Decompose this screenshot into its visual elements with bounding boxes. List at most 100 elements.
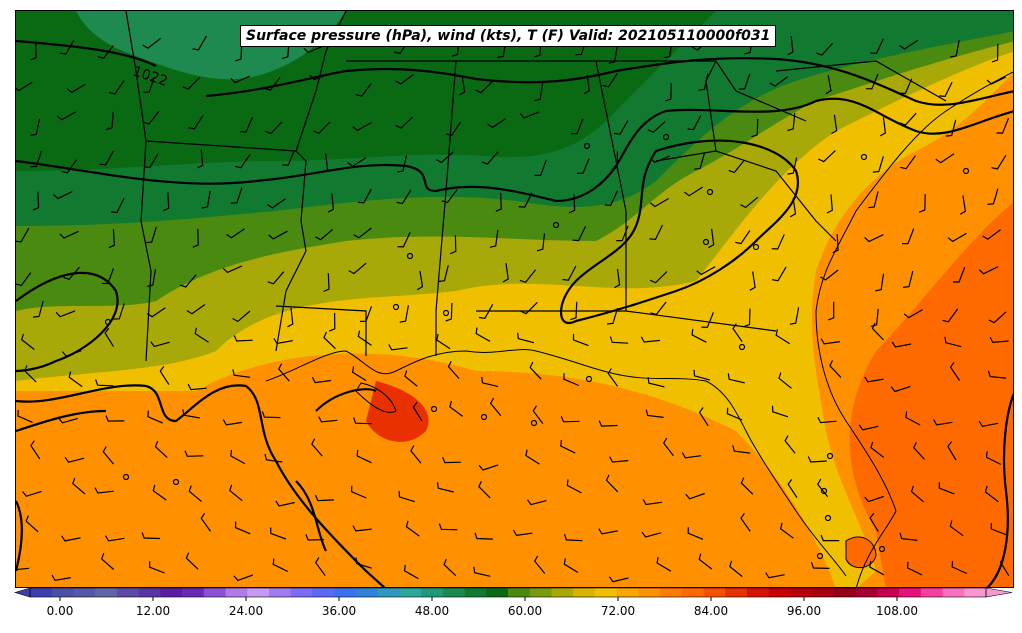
- wind-barb: [68, 371, 83, 388]
- wind-barb: [647, 377, 665, 388]
- wind-barb: [185, 552, 199, 570]
- wind-barb: [489, 229, 499, 248]
- colorbar-cell: [638, 588, 661, 597]
- wind-barb: [525, 449, 540, 465]
- wind-barb: [355, 557, 372, 569]
- wind-barb: [614, 268, 621, 289]
- wind-barb: [613, 120, 629, 135]
- wind-barb: [820, 534, 840, 542]
- wind-barb: [532, 405, 544, 425]
- wind-barb: [810, 562, 830, 569]
- wind-barb: [890, 385, 911, 393]
- wind-barb: [441, 189, 458, 204]
- wind-barb: [267, 198, 286, 209]
- wind-barb: [282, 150, 295, 166]
- wind-barb: [987, 370, 1007, 379]
- wind-barb: [32, 191, 40, 211]
- wind-barb: [322, 153, 329, 173]
- wind-barb: [609, 456, 629, 463]
- wind-barb: [416, 270, 424, 291]
- wind-barb: [727, 373, 745, 384]
- calm-wind-circle: [860, 153, 868, 161]
- wind-barb: [32, 300, 44, 318]
- wind-barb: [728, 159, 745, 174]
- wind-barb: [562, 265, 577, 281]
- colorbar-cell: [725, 588, 748, 597]
- wind-barb: [188, 485, 202, 503]
- wind-barb: [959, 195, 967, 215]
- wind-barb: [945, 119, 957, 137]
- wind-barb: [918, 194, 926, 213]
- wind-barb: [684, 186, 704, 197]
- wind-barb: [435, 151, 454, 164]
- colorbar-ticks: 0.00 12.00 24.00 36.00 48.00 60.00 72.00 84.00 9…: [47, 597, 918, 618]
- wind-barb: [906, 561, 923, 576]
- calm-wind-circle: [406, 252, 414, 260]
- wind-barb: [149, 561, 165, 574]
- wind-barb: [608, 46, 618, 64]
- wind-barb: [234, 154, 251, 169]
- wind-barb: [696, 266, 716, 276]
- colorbar-cell: [899, 588, 922, 597]
- wind-barb: [478, 304, 494, 319]
- wind-barb: [58, 417, 78, 424]
- wind-barb: [645, 409, 664, 418]
- wind-barb: [650, 155, 670, 164]
- wind-barb: [145, 226, 157, 244]
- wind-barb: [771, 405, 789, 418]
- colorbar-cell: [551, 588, 574, 597]
- wind-barb: [642, 499, 662, 506]
- wind-barb: [410, 445, 422, 464]
- wind-barb: [687, 115, 702, 131]
- colorbar-tick-label: 108.00: [876, 604, 918, 618]
- wind-barb: [517, 332, 535, 344]
- wind-barb: [698, 73, 709, 91]
- wind-barb: [829, 360, 842, 378]
- wind-barb: [104, 327, 115, 347]
- wind-barb: [30, 41, 37, 61]
- wind-barb: [869, 560, 885, 576]
- wind-barb: [348, 262, 367, 275]
- wind-barb: [478, 464, 499, 471]
- wind-barb: [687, 527, 704, 540]
- wind-barb: [681, 452, 702, 459]
- wind-barb: [197, 149, 204, 169]
- wind-barb: [694, 153, 705, 170]
- wind-barb: [740, 196, 759, 209]
- calm-wind-circle: [442, 309, 450, 317]
- wind-barb: [194, 327, 209, 343]
- colorbar-tick-label: 36.00: [322, 604, 356, 618]
- colorbar-cell: [660, 588, 683, 597]
- wind-barb: [17, 409, 33, 423]
- colorbar-cell: [30, 588, 53, 597]
- colorbar-cell: [203, 588, 227, 597]
- wind-barb: [447, 361, 460, 379]
- wind-barb: [899, 78, 913, 95]
- wind-barb: [184, 450, 204, 457]
- wind-barb: [864, 234, 884, 243]
- wind-barb: [662, 437, 674, 457]
- wind-barb: [481, 376, 499, 388]
- wind-barb: [438, 523, 458, 531]
- wind-barb: [61, 535, 81, 542]
- wind-barb: [900, 155, 916, 170]
- wind-barb: [21, 333, 35, 350]
- wind-barb: [327, 193, 335, 213]
- wind-barb: [403, 564, 419, 580]
- calm-wind-circle: [530, 419, 538, 427]
- wind-barb: [229, 484, 243, 502]
- wind-barb: [949, 361, 960, 381]
- wind-barb: [870, 38, 884, 55]
- colorbar-cell: [442, 588, 466, 597]
- wind-barb: [868, 191, 879, 209]
- wind-barb: [870, 308, 879, 327]
- colorbar-extend-high: [985, 587, 1013, 598]
- wind-barb: [560, 439, 576, 454]
- wind-barb: [942, 308, 959, 323]
- wind-barb: [200, 512, 211, 532]
- wind-barb: [787, 157, 798, 175]
- wind-barb: [59, 39, 75, 55]
- colorbar-tick-label: 96.00: [787, 604, 821, 618]
- wind-barb: [487, 118, 507, 129]
- colorbar-cell: [508, 588, 531, 597]
